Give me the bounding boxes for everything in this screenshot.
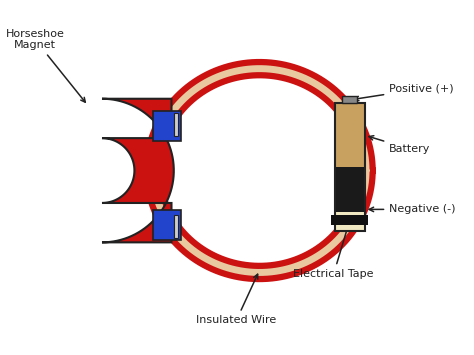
FancyBboxPatch shape [335, 212, 365, 231]
FancyBboxPatch shape [335, 167, 365, 212]
FancyBboxPatch shape [331, 215, 368, 225]
FancyBboxPatch shape [174, 215, 178, 238]
FancyBboxPatch shape [153, 111, 181, 141]
FancyBboxPatch shape [174, 113, 178, 136]
Text: Battery: Battery [369, 136, 430, 154]
FancyBboxPatch shape [153, 210, 181, 240]
Text: Positive (+): Positive (+) [354, 84, 454, 101]
Polygon shape [102, 99, 174, 242]
FancyBboxPatch shape [342, 97, 357, 103]
FancyBboxPatch shape [335, 103, 365, 167]
Text: Horseshoe
Magnet: Horseshoe Magnet [5, 28, 85, 102]
Text: Negative (-): Negative (-) [369, 204, 456, 214]
Text: Insulated Wire: Insulated Wire [196, 274, 276, 326]
Text: Electrical Tape: Electrical Tape [293, 224, 374, 279]
